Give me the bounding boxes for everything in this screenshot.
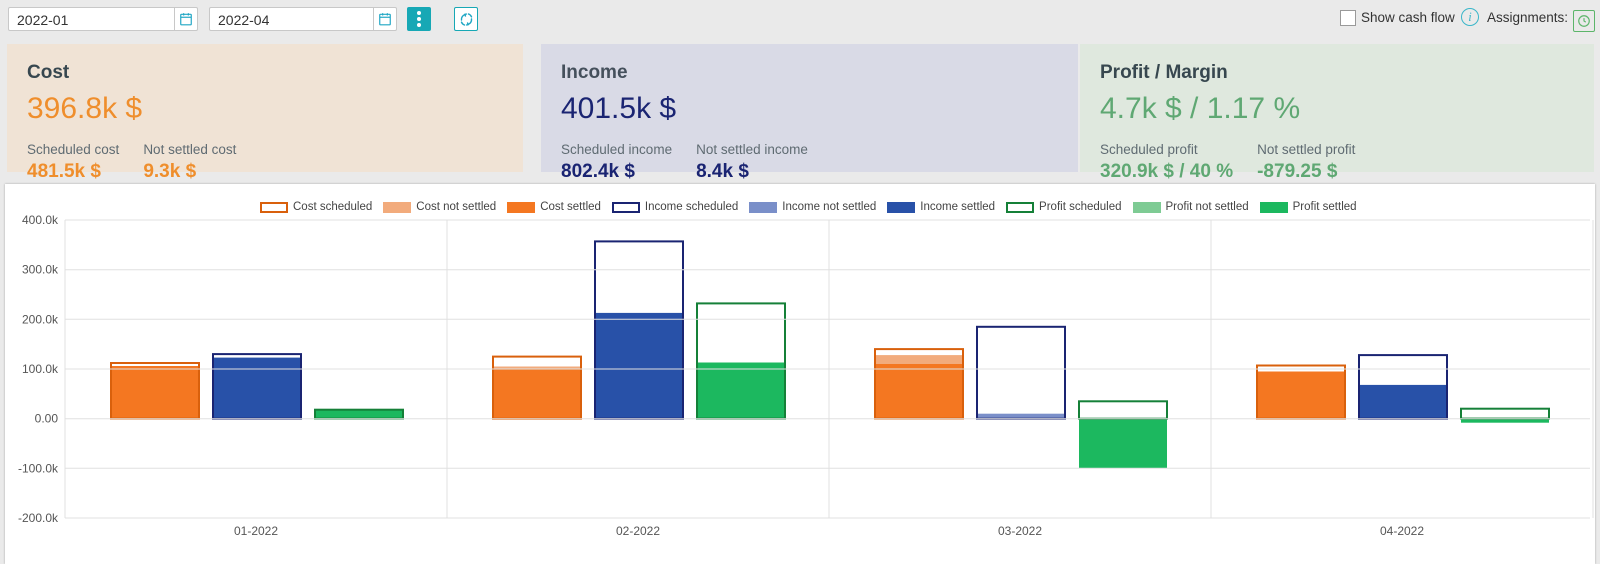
svg-text:04-2022: 04-2022 [1380, 524, 1424, 538]
svg-text:-100.0k: -100.0k [18, 461, 59, 475]
svg-text:02-2022: 02-2022 [616, 524, 660, 538]
svg-text:-200.0k: -200.0k [18, 511, 59, 525]
svg-text:100.0k: 100.0k [22, 362, 59, 376]
svg-text:0.00: 0.00 [35, 412, 59, 426]
svg-text:03-2022: 03-2022 [998, 524, 1042, 538]
svg-text:01-2022: 01-2022 [234, 524, 278, 538]
svg-text:400.0k: 400.0k [22, 213, 59, 227]
svg-text:200.0k: 200.0k [22, 312, 59, 326]
svg-text:300.0k: 300.0k [22, 263, 59, 277]
